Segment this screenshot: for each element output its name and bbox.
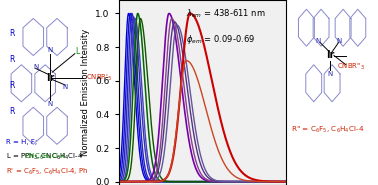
- Text: N: N: [63, 84, 68, 90]
- Text: R: R: [9, 81, 15, 90]
- Text: R: R: [9, 55, 15, 64]
- Text: Ir: Ir: [46, 73, 54, 83]
- Text: CNC$_6$H$_4$Cl-4: CNC$_6$H$_4$Cl-4: [24, 152, 66, 162]
- Text: L = PPh$_3$, CNC$_6$H$_4$Cl-4: L = PPh$_3$, CNC$_6$H$_4$Cl-4: [6, 152, 83, 162]
- Text: N: N: [316, 38, 321, 44]
- Text: R' = C$_6$F$_5$, C$_6$H$_4$Cl-4, Ph: R' = C$_6$F$_5$, C$_6$H$_4$Cl-4, Ph: [6, 167, 88, 177]
- Text: N: N: [328, 71, 333, 77]
- Text: R = H, F;: R = H, F;: [6, 139, 37, 145]
- Text: CNBR'$_3$: CNBR'$_3$: [85, 73, 112, 83]
- Text: N: N: [33, 64, 38, 70]
- Text: N: N: [47, 47, 53, 53]
- Text: L: L: [75, 47, 79, 56]
- Y-axis label: Normalized Emission Intensity: Normalized Emission Intensity: [81, 29, 90, 156]
- Text: $\phi_{em}$ = 0.09-0.69: $\phi_{em}$ = 0.09-0.69: [186, 33, 255, 46]
- Text: R: R: [9, 107, 15, 115]
- Text: N: N: [47, 101, 53, 107]
- Text: Ir: Ir: [326, 51, 335, 60]
- Text: N: N: [337, 38, 342, 44]
- Text: $\lambda_{em}$ = 438-611 nm: $\lambda_{em}$ = 438-611 nm: [186, 7, 265, 20]
- Text: R: R: [9, 29, 15, 38]
- Text: R" = C$_6$F$_5$, C$_6$H$_4$Cl-4: R" = C$_6$F$_5$, C$_6$H$_4$Cl-4: [291, 124, 364, 135]
- Text: CNBR"$_3$: CNBR"$_3$: [337, 61, 364, 72]
